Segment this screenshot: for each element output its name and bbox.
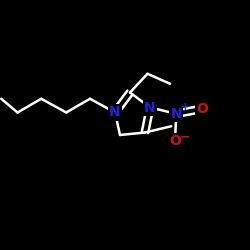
Text: N: N	[170, 107, 182, 121]
Text: O: O	[169, 134, 181, 148]
Text: +: +	[180, 102, 190, 112]
Text: N: N	[109, 106, 121, 120]
Text: −: −	[179, 130, 190, 143]
Text: N: N	[144, 100, 156, 114]
Text: O: O	[196, 102, 208, 116]
